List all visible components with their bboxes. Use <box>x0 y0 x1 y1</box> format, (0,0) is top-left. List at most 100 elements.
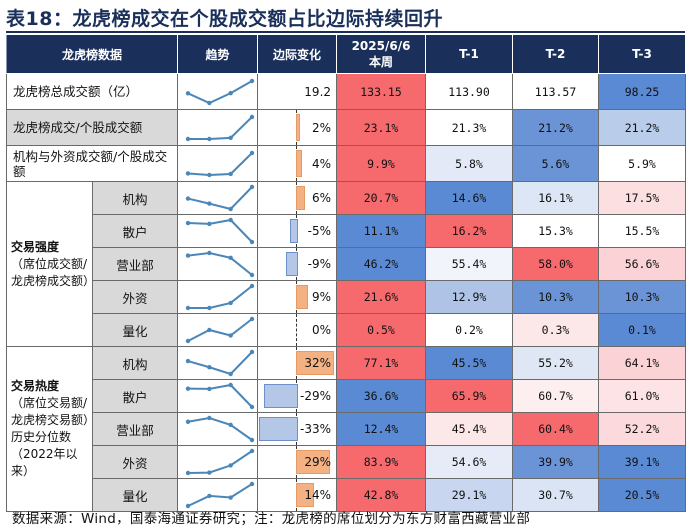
marginal-bar-positive <box>296 351 334 375</box>
trend-point <box>249 272 255 278</box>
value-this-week: 42.8% <box>336 478 427 512</box>
trend-point <box>228 217 233 223</box>
table-row: 营业部 -33% 12.4% 45.4% 60.4% 52.2% <box>7 412 687 446</box>
value-this-week: 21.6% <box>336 280 427 314</box>
marginal-bar-negative <box>263 384 298 408</box>
trend-line <box>187 318 253 342</box>
value-t3: 5.9% <box>598 145 687 182</box>
trend-point <box>207 172 212 177</box>
value-t1: 45.4% <box>425 412 514 446</box>
table-row: 量化 14% 42.8% 29.1% 30.7% 20.5% <box>7 478 687 512</box>
header-t2-col: T-2 <box>512 34 600 74</box>
trend-sparkline <box>177 478 259 512</box>
marginal-change-cell: 19.2 <box>257 73 338 110</box>
trend-point <box>249 78 255 83</box>
trend-line <box>187 218 253 243</box>
table-row: 散户 -5% 11.1% 16.2% 15.3% 15.5% <box>7 214 687 248</box>
trend-line <box>187 450 253 474</box>
trend-point <box>185 503 191 509</box>
marginal-value: 6% <box>311 191 332 205</box>
row-label: 外资 <box>91 445 179 479</box>
value-t2: 5.6% <box>512 145 600 182</box>
value-t3: 61.0% <box>598 379 687 413</box>
value-t1: 5.8% <box>425 145 514 182</box>
row-label: 量化 <box>91 478 179 512</box>
value-t3: 52.2% <box>598 412 687 446</box>
group-heat-title: 交易热度 <box>11 379 60 393</box>
header-this-week: 本周 <box>369 54 394 69</box>
group-heat: 交易热度 （席位交易额/龙虎榜交易额）历史分位数（2022年以来） <box>6 346 93 512</box>
trend-point <box>228 300 233 306</box>
trend-sparkline <box>177 412 259 446</box>
marginal-value: 14% <box>304 488 332 502</box>
value-this-week: 11.1% <box>336 214 427 248</box>
trend-point <box>249 437 255 443</box>
value-t2: 10.3% <box>512 280 600 314</box>
value-t1: 16.2% <box>425 214 514 248</box>
header-date: 2025/6/6 <box>351 38 411 53</box>
marginal-change-cell: 32% <box>257 346 338 380</box>
group-strength: 交易强度 （席位成交额/龙虎榜成交额） <box>6 181 93 347</box>
marginal-change-cell: 29% <box>257 445 338 479</box>
marginal-value: -33% <box>300 422 332 436</box>
trend-point <box>249 349 255 355</box>
trend-point <box>185 253 191 258</box>
trend-point <box>228 382 233 388</box>
table-row: 量化 0% 0.5% 0.2% 0.3% 0.1% <box>7 313 687 347</box>
value-t3: 21.2% <box>598 109 687 146</box>
trend-point <box>249 239 255 245</box>
marginal-value: 29% <box>304 455 332 469</box>
value-this-week: 133.15 <box>336 73 427 110</box>
value-t2: 58.0% <box>512 247 600 281</box>
value-t2: 39.9% <box>512 445 600 479</box>
trend-point <box>207 386 212 392</box>
trend-point <box>249 184 255 190</box>
trend-point <box>228 206 233 212</box>
value-t3: 17.5% <box>598 181 687 215</box>
marginal-bar-positive <box>296 450 331 474</box>
marginal-value: -9% <box>307 257 332 271</box>
trend-sparkline <box>177 214 259 248</box>
marginal-bar-positive <box>296 114 301 141</box>
marginal-change-cell: 0% <box>257 313 338 347</box>
table-row: 外资 29% 83.9% 54.6% 39.9% 39.1% <box>7 445 687 479</box>
trend-point <box>207 365 212 370</box>
trend-sparkline <box>177 379 259 413</box>
marginal-change-cell: -33% <box>257 412 338 446</box>
value-this-week: 83.9% <box>336 445 427 479</box>
value-this-week: 0.5% <box>336 313 427 347</box>
trend-point <box>228 495 233 500</box>
trend-point <box>228 171 233 176</box>
marginal-value: 4% <box>311 156 332 171</box>
marginal-value: 2% <box>311 120 332 135</box>
value-t3: 10.3% <box>598 280 687 314</box>
trend-sparkline <box>177 346 259 380</box>
value-this-week: 9.9% <box>336 145 427 182</box>
row-label: 龙虎榜总成交额（亿） <box>5 73 179 110</box>
marginal-bar-positive <box>296 285 309 309</box>
trend-point <box>249 283 255 289</box>
table-row: 散户 -29% 36.6% 65.9% 60.7% 61.0% <box>7 379 687 413</box>
trend-point <box>249 316 255 322</box>
value-t1: 29.1% <box>425 478 514 512</box>
trend-line <box>187 251 253 276</box>
table-row: 龙虎榜成交/个股成交额 2% 23.1% 21.3% 21.2% 21.2% <box>5 109 687 146</box>
trend-line <box>187 351 253 376</box>
value-t1: 113.90 <box>425 73 514 110</box>
value-t2: 30.7% <box>512 478 600 512</box>
trend-point <box>207 305 212 311</box>
value-t1: 65.9% <box>425 379 514 413</box>
value-t3: 20.5% <box>598 478 687 512</box>
trend-point <box>185 170 191 176</box>
trend-point <box>228 333 233 338</box>
value-t3: 39.1% <box>598 445 687 479</box>
value-t1: 55.4% <box>425 247 514 281</box>
trend-point <box>249 404 255 410</box>
group-strength-desc: （席位成交额/龙虎榜成交额） <box>11 256 93 288</box>
value-t2: 60.7% <box>512 379 600 413</box>
trend-point <box>228 90 233 95</box>
trend-line <box>187 79 253 104</box>
value-t3: 0.1% <box>598 313 687 347</box>
row-label: 量化 <box>91 313 179 347</box>
value-this-week: 12.4% <box>336 412 427 446</box>
